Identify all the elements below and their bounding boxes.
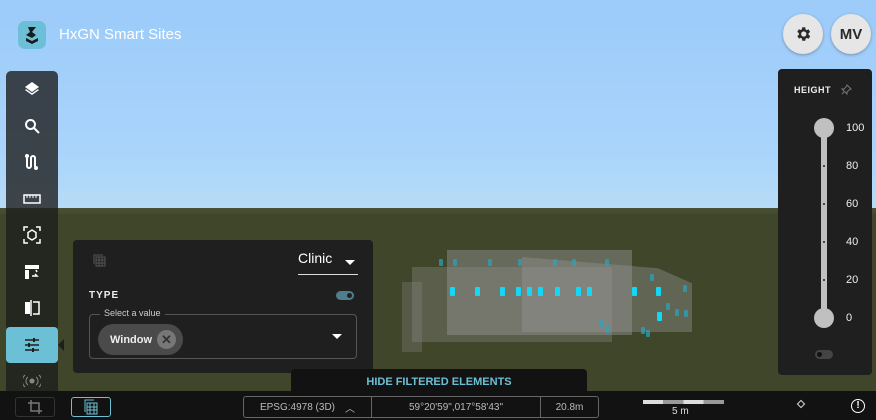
route-button[interactable] bbox=[6, 144, 58, 181]
dropdown-arrow-icon[interactable] bbox=[332, 334, 342, 339]
crop-icon bbox=[28, 400, 42, 414]
height-title: HEIGHT bbox=[794, 85, 832, 95]
filter-panel: Clinic TYPE Select a value Window ✕ bbox=[73, 240, 373, 373]
chevron-up-icon: ︿ bbox=[345, 403, 356, 415]
tick-label: 0 bbox=[846, 312, 853, 324]
model-table-icon bbox=[93, 254, 106, 267]
type-value-select[interactable]: Select a value Window ✕ bbox=[89, 308, 357, 359]
app-logo[interactable] bbox=[18, 21, 46, 49]
sky bbox=[0, 0, 876, 214]
type-label: TYPE bbox=[89, 290, 120, 301]
tick-label: 40 bbox=[846, 236, 859, 248]
height-panel: HEIGHT 100 80 60 40 20 0 bbox=[778, 69, 872, 375]
building-model[interactable] bbox=[402, 242, 692, 352]
swap-icon bbox=[25, 264, 39, 279]
3d-focus-button[interactable] bbox=[6, 217, 58, 254]
type-toggle[interactable] bbox=[336, 291, 354, 300]
search-button[interactable] bbox=[6, 108, 58, 145]
layers-button[interactable] bbox=[6, 71, 58, 108]
tick-label: 20 bbox=[846, 274, 859, 286]
height-slider-max-thumb[interactable] bbox=[814, 118, 834, 138]
status-bar: EPSG:4978 (3D) ︿ 59°20'59",017°58'43" 20.… bbox=[0, 391, 876, 420]
table-button[interactable] bbox=[71, 397, 111, 417]
height-toggle[interactable] bbox=[815, 350, 833, 359]
info-alert-icon[interactable]: ! bbox=[851, 399, 865, 413]
scale-label: 5 m bbox=[672, 406, 689, 417]
remove-chip-icon[interactable]: ✕ bbox=[157, 330, 176, 349]
height-slider-min-thumb[interactable] bbox=[814, 308, 834, 328]
compare-button[interactable] bbox=[6, 290, 58, 327]
tool-sidebar bbox=[6, 71, 64, 391]
height-slider-track[interactable] bbox=[821, 127, 827, 317]
filter-button[interactable] bbox=[6, 326, 64, 363]
layers-icon bbox=[25, 82, 39, 96]
app-title: HxGN Smart Sites bbox=[59, 26, 182, 43]
tick-label: 100 bbox=[846, 122, 865, 134]
measure-button[interactable] bbox=[6, 181, 58, 218]
broadcast-button[interactable] bbox=[6, 363, 58, 400]
dropdown-arrow-icon bbox=[345, 260, 355, 265]
compass-icon[interactable] bbox=[796, 399, 806, 409]
value-chip: Window ✕ bbox=[98, 324, 183, 355]
settings-button[interactable] bbox=[783, 14, 823, 54]
pin-icon[interactable] bbox=[841, 84, 852, 95]
route-icon bbox=[25, 154, 38, 171]
tick-label: 60 bbox=[846, 198, 859, 210]
coordinates: 59°20'59",017°58'43" bbox=[372, 397, 541, 417]
crop-button[interactable] bbox=[15, 397, 55, 417]
swap-button[interactable] bbox=[6, 254, 58, 291]
broadcast-icon bbox=[23, 374, 41, 388]
tick-label: 80 bbox=[846, 160, 859, 172]
scale-bar bbox=[643, 400, 724, 404]
hide-filtered-elements-button[interactable]: HIDE FILTERED ELEMENTS bbox=[291, 369, 587, 391]
horizon-treeline bbox=[0, 208, 876, 218]
select-label: Select a value bbox=[100, 308, 165, 318]
table-icon bbox=[84, 399, 98, 415]
search-icon bbox=[25, 118, 40, 134]
hxgn-logo-icon bbox=[26, 27, 38, 44]
elevation: 20.8m bbox=[555, 401, 584, 413]
user-avatar[interactable]: MV bbox=[831, 14, 871, 54]
3d-box-focus-icon bbox=[23, 226, 41, 244]
model-select[interactable]: Clinic bbox=[298, 250, 358, 275]
ruler-icon bbox=[23, 194, 41, 204]
filter-sliders-icon bbox=[25, 337, 39, 352]
crs-select[interactable]: EPSG:4978 (3D) ︿ bbox=[244, 397, 372, 417]
gear-icon bbox=[797, 27, 811, 41]
compare-icon bbox=[25, 300, 40, 317]
coordinate-readout: EPSG:4978 (3D) ︿ 59°20'59",017°58'43" 20.… bbox=[243, 396, 599, 418]
